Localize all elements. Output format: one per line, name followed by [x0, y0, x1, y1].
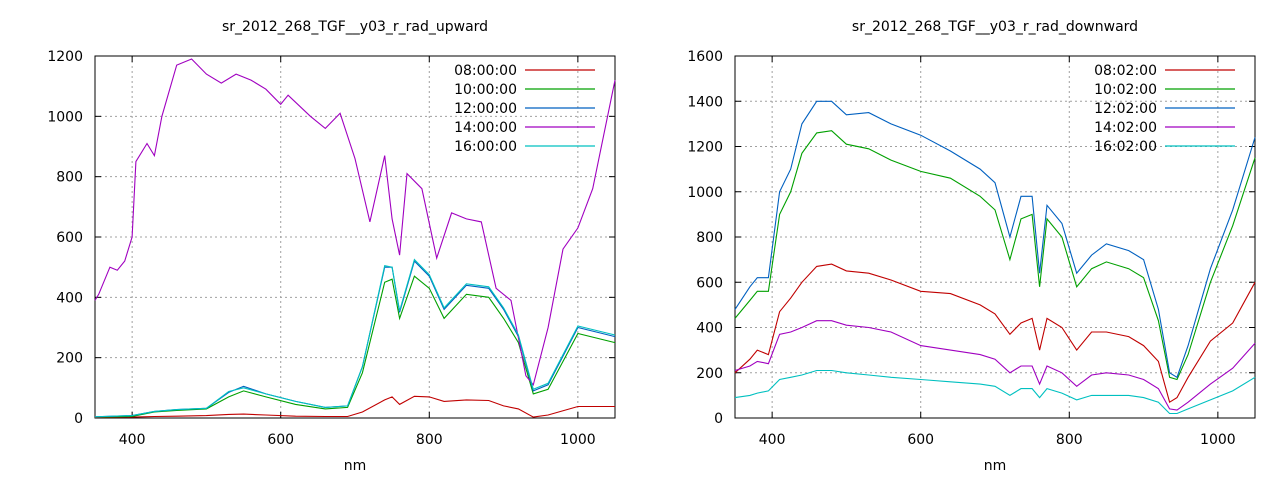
legend-label: 10:02:00 — [1094, 82, 1157, 98]
y-tick-label: 200 — [696, 366, 723, 382]
series-lines — [94, 58, 616, 418]
chart-title: sr_2012_268_TGF__y03_r_rad_upward — [222, 19, 488, 35]
series-line — [734, 100, 1256, 379]
plot-upward: sr_2012_268_TGF__y03_r_rad_upward 400 600… — [47, 19, 616, 474]
legend-label: 12:02:00 — [1094, 101, 1157, 117]
y-tick-label: 400 — [696, 321, 723, 337]
legend-label: 08:00:00 — [454, 63, 517, 79]
x-tick-label: 1000 — [1200, 432, 1236, 448]
y-tick-label: 1400 — [687, 94, 723, 110]
x-tick-label: 400 — [759, 432, 786, 448]
y-tick-label: 1600 — [687, 49, 723, 65]
legend-label: 10:00:00 — [454, 82, 517, 98]
legend-label: 16:00:00 — [454, 139, 517, 155]
y-tick-label: 800 — [56, 170, 83, 186]
x-axis-label: nm — [344, 458, 367, 474]
series-line — [734, 130, 1256, 381]
plot-downward: sr_2012_268_TGF__y03_r_rad_downward 400 6… — [687, 19, 1256, 474]
y-tick-label: 0 — [714, 411, 723, 427]
grid-lines — [735, 56, 1255, 418]
y-tick-label: 0 — [74, 411, 83, 427]
series-line — [94, 395, 615, 418]
y-tick-label: 1000 — [47, 109, 83, 125]
y-tick-label: 1200 — [687, 140, 723, 156]
series-line — [734, 369, 1256, 415]
axis-ticks: 400 600 800 1000 0 200 400 600 800 1000 1200 1400 16… — [687, 49, 1255, 448]
legend-label: 16:02:00 — [1094, 139, 1157, 155]
y-tick-label: 1200 — [47, 49, 83, 65]
x-tick-label: 600 — [907, 432, 934, 448]
y-tick-label: 600 — [696, 275, 723, 291]
series-line — [734, 263, 1256, 404]
x-tick-label: 800 — [416, 432, 443, 448]
legend-label: 14:00:00 — [454, 120, 517, 136]
chart-title: sr_2012_268_TGF__y03_r_rad_downward — [852, 19, 1138, 35]
x-tick-label: 600 — [267, 432, 294, 448]
grid-lines — [95, 56, 615, 418]
y-tick-label: 600 — [56, 230, 83, 246]
series-line — [94, 260, 616, 418]
legend-label: 14:02:00 — [1094, 120, 1157, 136]
series-line — [94, 275, 616, 418]
x-tick-label: 1000 — [560, 432, 596, 448]
series-lines — [734, 100, 1256, 415]
x-tick-label: 800 — [1056, 432, 1083, 448]
axis-ticks: 400 600 800 1000 0 200 400 600 800 1000 1200 — [47, 49, 615, 448]
y-tick-label: 200 — [56, 351, 83, 367]
y-tick-label: 800 — [696, 230, 723, 246]
y-tick-label: 400 — [56, 290, 83, 306]
x-tick-label: 400 — [119, 432, 146, 448]
series-line — [734, 320, 1256, 411]
legend: 08:02:00 10:02:00 12:02:00 14:02:00 16:02:00 — [1094, 63, 1235, 155]
legend-label: 12:00:00 — [454, 101, 517, 117]
series-line — [94, 58, 616, 386]
legend-label: 08:02:00 — [1094, 63, 1157, 79]
legend: 08:00:00 10:00:00 12:00:00 14:00:00 16:00:00 — [454, 63, 595, 155]
y-tick-label: 1000 — [687, 185, 723, 201]
series-line — [94, 258, 616, 418]
x-axis-label: nm — [984, 458, 1007, 474]
